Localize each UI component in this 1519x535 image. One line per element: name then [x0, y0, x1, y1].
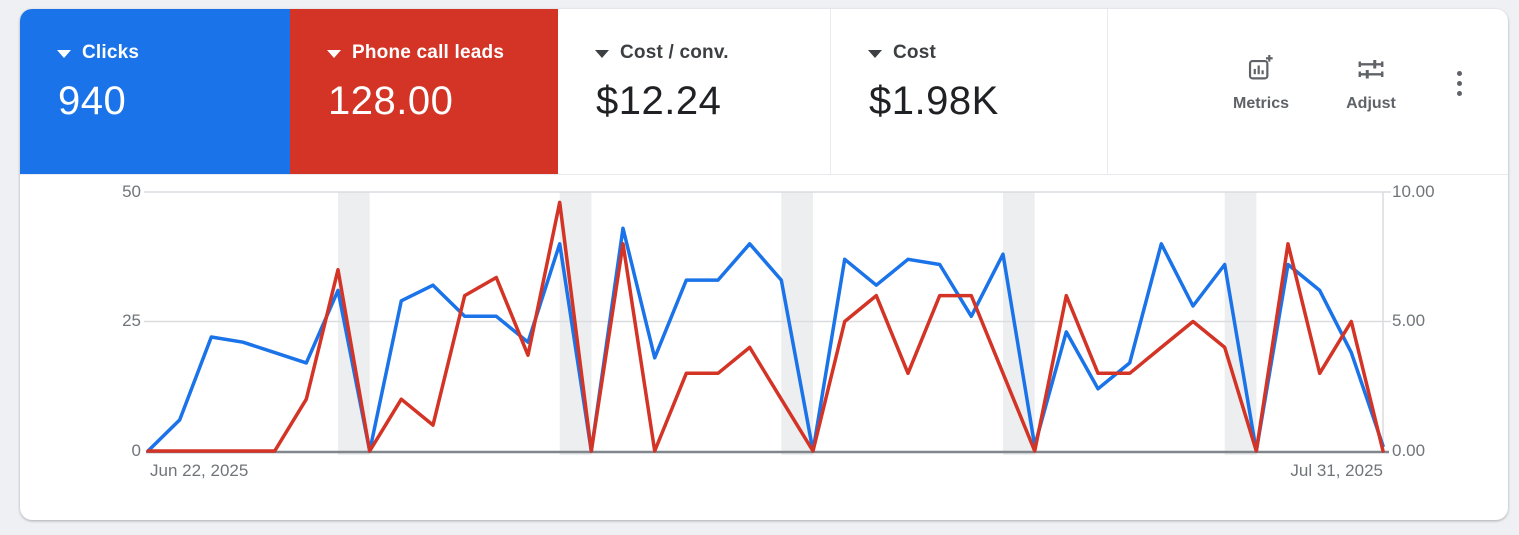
metrics-button-label: Metrics — [1232, 95, 1290, 112]
metrics-chart-plus-icon — [1246, 53, 1276, 88]
metric-card-clicks[interactable]: Clicks 940 — [20, 9, 290, 174]
chart-toolbar: Metrics — [1108, 9, 1508, 174]
metric-summary-row: Clicks 940 Phone call leads 128.00 Cost … — [20, 9, 1508, 175]
metrics-button[interactable]: Metrics — [1216, 53, 1306, 113]
metric-label: Clicks — [82, 42, 140, 63]
left-axis-tick: 50 — [122, 182, 141, 201]
x-axis-end-label: Jul 31, 2025 — [1290, 461, 1383, 480]
kebab-dot — [1456, 70, 1462, 76]
x-axis-start-label: Jun 22, 2025 — [150, 461, 249, 480]
left-axis-tick: 25 — [122, 311, 141, 330]
more-options-button[interactable] — [1446, 59, 1472, 107]
metric-label: Cost / conv. — [620, 42, 729, 63]
left-axis-tick: 0 — [131, 441, 141, 460]
adjust-button-label: Adjust — [1346, 95, 1396, 112]
metric-value: 128.00 — [328, 79, 454, 123]
adjust-button[interactable]: Adjust — [1326, 53, 1416, 113]
right-axis-tick: 0.00 — [1392, 441, 1426, 460]
metric-label: Cost — [893, 42, 937, 63]
right-axis-tick: 10.00 — [1392, 182, 1435, 201]
chevron-down-icon — [327, 50, 341, 58]
metric-card-phone-call-leads[interactable]: Phone call leads 128.00 — [290, 9, 558, 174]
metric-value: 940 — [58, 79, 127, 123]
kebab-dot — [1456, 90, 1462, 96]
metric-value: $12.24 — [596, 79, 722, 123]
chevron-down-icon — [868, 50, 882, 58]
chevron-down-icon — [57, 50, 71, 58]
metric-label: Phone call leads — [352, 42, 505, 63]
metric-card-cost[interactable]: Cost $1.98K — [831, 9, 1108, 174]
adjust-sliders-icon — [1356, 53, 1386, 88]
right-axis-tick: 5.00 — [1392, 311, 1426, 330]
chevron-down-icon — [595, 50, 609, 58]
performance-card: Clicks 940 Phone call leads 128.00 Cost … — [20, 9, 1508, 520]
metric-card-cost-per-conv[interactable]: Cost / conv. $12.24 — [558, 9, 831, 174]
metric-value: $1.98K — [869, 79, 999, 123]
kebab-dot — [1456, 80, 1462, 86]
